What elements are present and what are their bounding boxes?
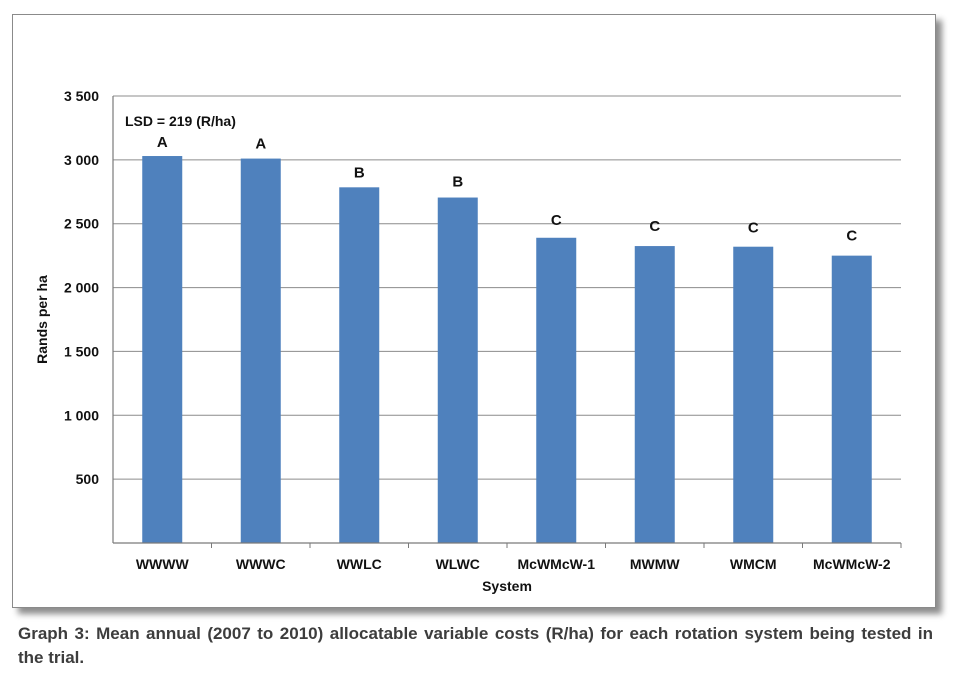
x-tick-label: McWMcW-2 <box>813 556 891 572</box>
lsd-annotation: LSD = 219 (R/ha) <box>125 113 236 129</box>
x-tick-label: McWMcW-1 <box>518 556 596 572</box>
bar <box>142 156 183 544</box>
x-tick-label: WLWC <box>436 556 480 572</box>
significance-letter: A <box>255 136 266 153</box>
x-tick-labels: WWWW WWWC WWLC WLWC McWMcW-1 MWMW WMCM McWMcW-2 <box>136 556 891 572</box>
y-tick-label: 1 500 <box>64 343 99 359</box>
y-tick-label: 2 000 <box>64 280 99 296</box>
significance-letter: C <box>846 228 857 245</box>
significance-letter: B <box>354 164 365 181</box>
significance-letter: C <box>748 220 759 237</box>
bar <box>831 255 872 543</box>
x-tick-label: WWWC <box>236 556 286 572</box>
significance-letter: C <box>551 212 562 229</box>
bar <box>240 158 281 543</box>
x-tick-label: WMCM <box>730 556 777 572</box>
y-tick-label: 500 <box>76 471 100 487</box>
x-tick-label: WWWW <box>136 556 190 572</box>
y-tick-label: 1 000 <box>64 407 99 423</box>
bar <box>339 187 380 543</box>
y-tick-label: 3 500 <box>64 88 99 104</box>
significance-letter: A <box>157 134 168 151</box>
bars <box>142 156 872 544</box>
x-tick-label: MWMW <box>630 556 681 572</box>
bar <box>733 246 774 543</box>
x-tick-label: WWLC <box>337 556 382 572</box>
bar <box>536 237 577 543</box>
y-tick-label: 2 500 <box>64 216 99 232</box>
x-axis-title: System <box>482 578 532 594</box>
y-tick-label: 3 000 <box>64 152 99 168</box>
bar <box>437 197 478 544</box>
y-axis-title: Rands per ha <box>34 275 50 364</box>
axes <box>112 96 902 548</box>
significance-labels: A A B B C C C C <box>157 134 858 245</box>
bar <box>634 246 675 544</box>
significance-letter: B <box>452 174 463 191</box>
grid-lines <box>113 95 901 480</box>
chart-frame: 500 1 000 1 500 2 000 2 500 3 000 3 500 WWWW WW… <box>12 14 936 608</box>
significance-letter: C <box>649 218 660 235</box>
figure-caption: Graph 3: Mean annual (2007 to 2010) allo… <box>18 624 933 667</box>
y-tick-labels: 500 1 000 1 500 2 000 2 500 3 000 3 500 <box>64 88 99 487</box>
